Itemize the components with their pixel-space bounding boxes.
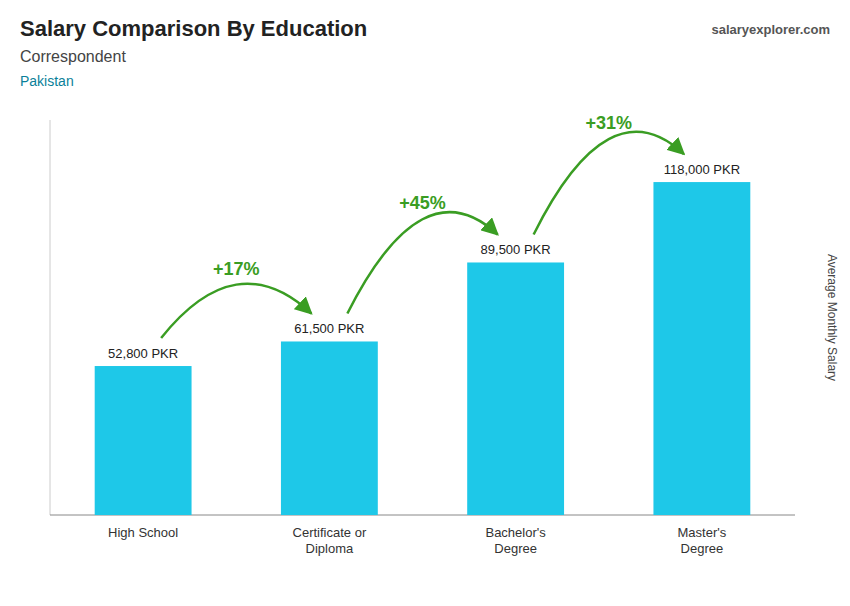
x-tick-label-line: Bachelor's xyxy=(485,525,546,540)
bar xyxy=(653,182,750,515)
x-tick-label-line: High School xyxy=(108,525,178,540)
title: Salary Comparison By Education xyxy=(20,16,367,41)
x-tick-label: Master'sDegree xyxy=(678,525,727,556)
value-label: 52,800 PKR xyxy=(108,346,178,361)
subtitle: Correspondent xyxy=(20,48,126,65)
change-arrow xyxy=(347,212,497,313)
source: salaryexplorer.com xyxy=(711,22,830,37)
change-label: +17% xyxy=(213,259,260,279)
y-axis-label: Average Monthly Salary xyxy=(825,254,839,381)
bar xyxy=(95,366,192,515)
change-label: +45% xyxy=(399,193,446,213)
change-arrow xyxy=(534,132,684,235)
change-label: +31% xyxy=(585,113,632,133)
x-tick-label: Bachelor'sDegree xyxy=(485,525,546,556)
x-tick-label-line: Diploma xyxy=(306,541,354,556)
x-tick-label: Certificate orDiploma xyxy=(293,525,367,556)
x-tick-label-line: Degree xyxy=(681,541,724,556)
bar xyxy=(281,341,378,515)
value-label: 89,500 PKR xyxy=(481,242,551,257)
x-tick-label-line: Certificate or xyxy=(293,525,367,540)
bar xyxy=(467,262,564,515)
chart-container: Salary Comparison By Education Correspond… xyxy=(0,0,850,606)
bars xyxy=(95,182,751,515)
country: Pakistan xyxy=(20,73,74,89)
value-label: 61,500 PKR xyxy=(294,321,364,336)
y-axis-line xyxy=(50,120,51,515)
x-tick-label: High School xyxy=(108,525,178,540)
chart-svg: Salary Comparison By Education Correspond… xyxy=(0,0,850,606)
change-arrow xyxy=(161,284,311,338)
x-tick-label-line: Master's xyxy=(678,525,727,540)
value-label: 118,000 PKR xyxy=(664,162,740,177)
change-arrows xyxy=(161,132,684,338)
x-tick-label-line: Degree xyxy=(494,541,537,556)
